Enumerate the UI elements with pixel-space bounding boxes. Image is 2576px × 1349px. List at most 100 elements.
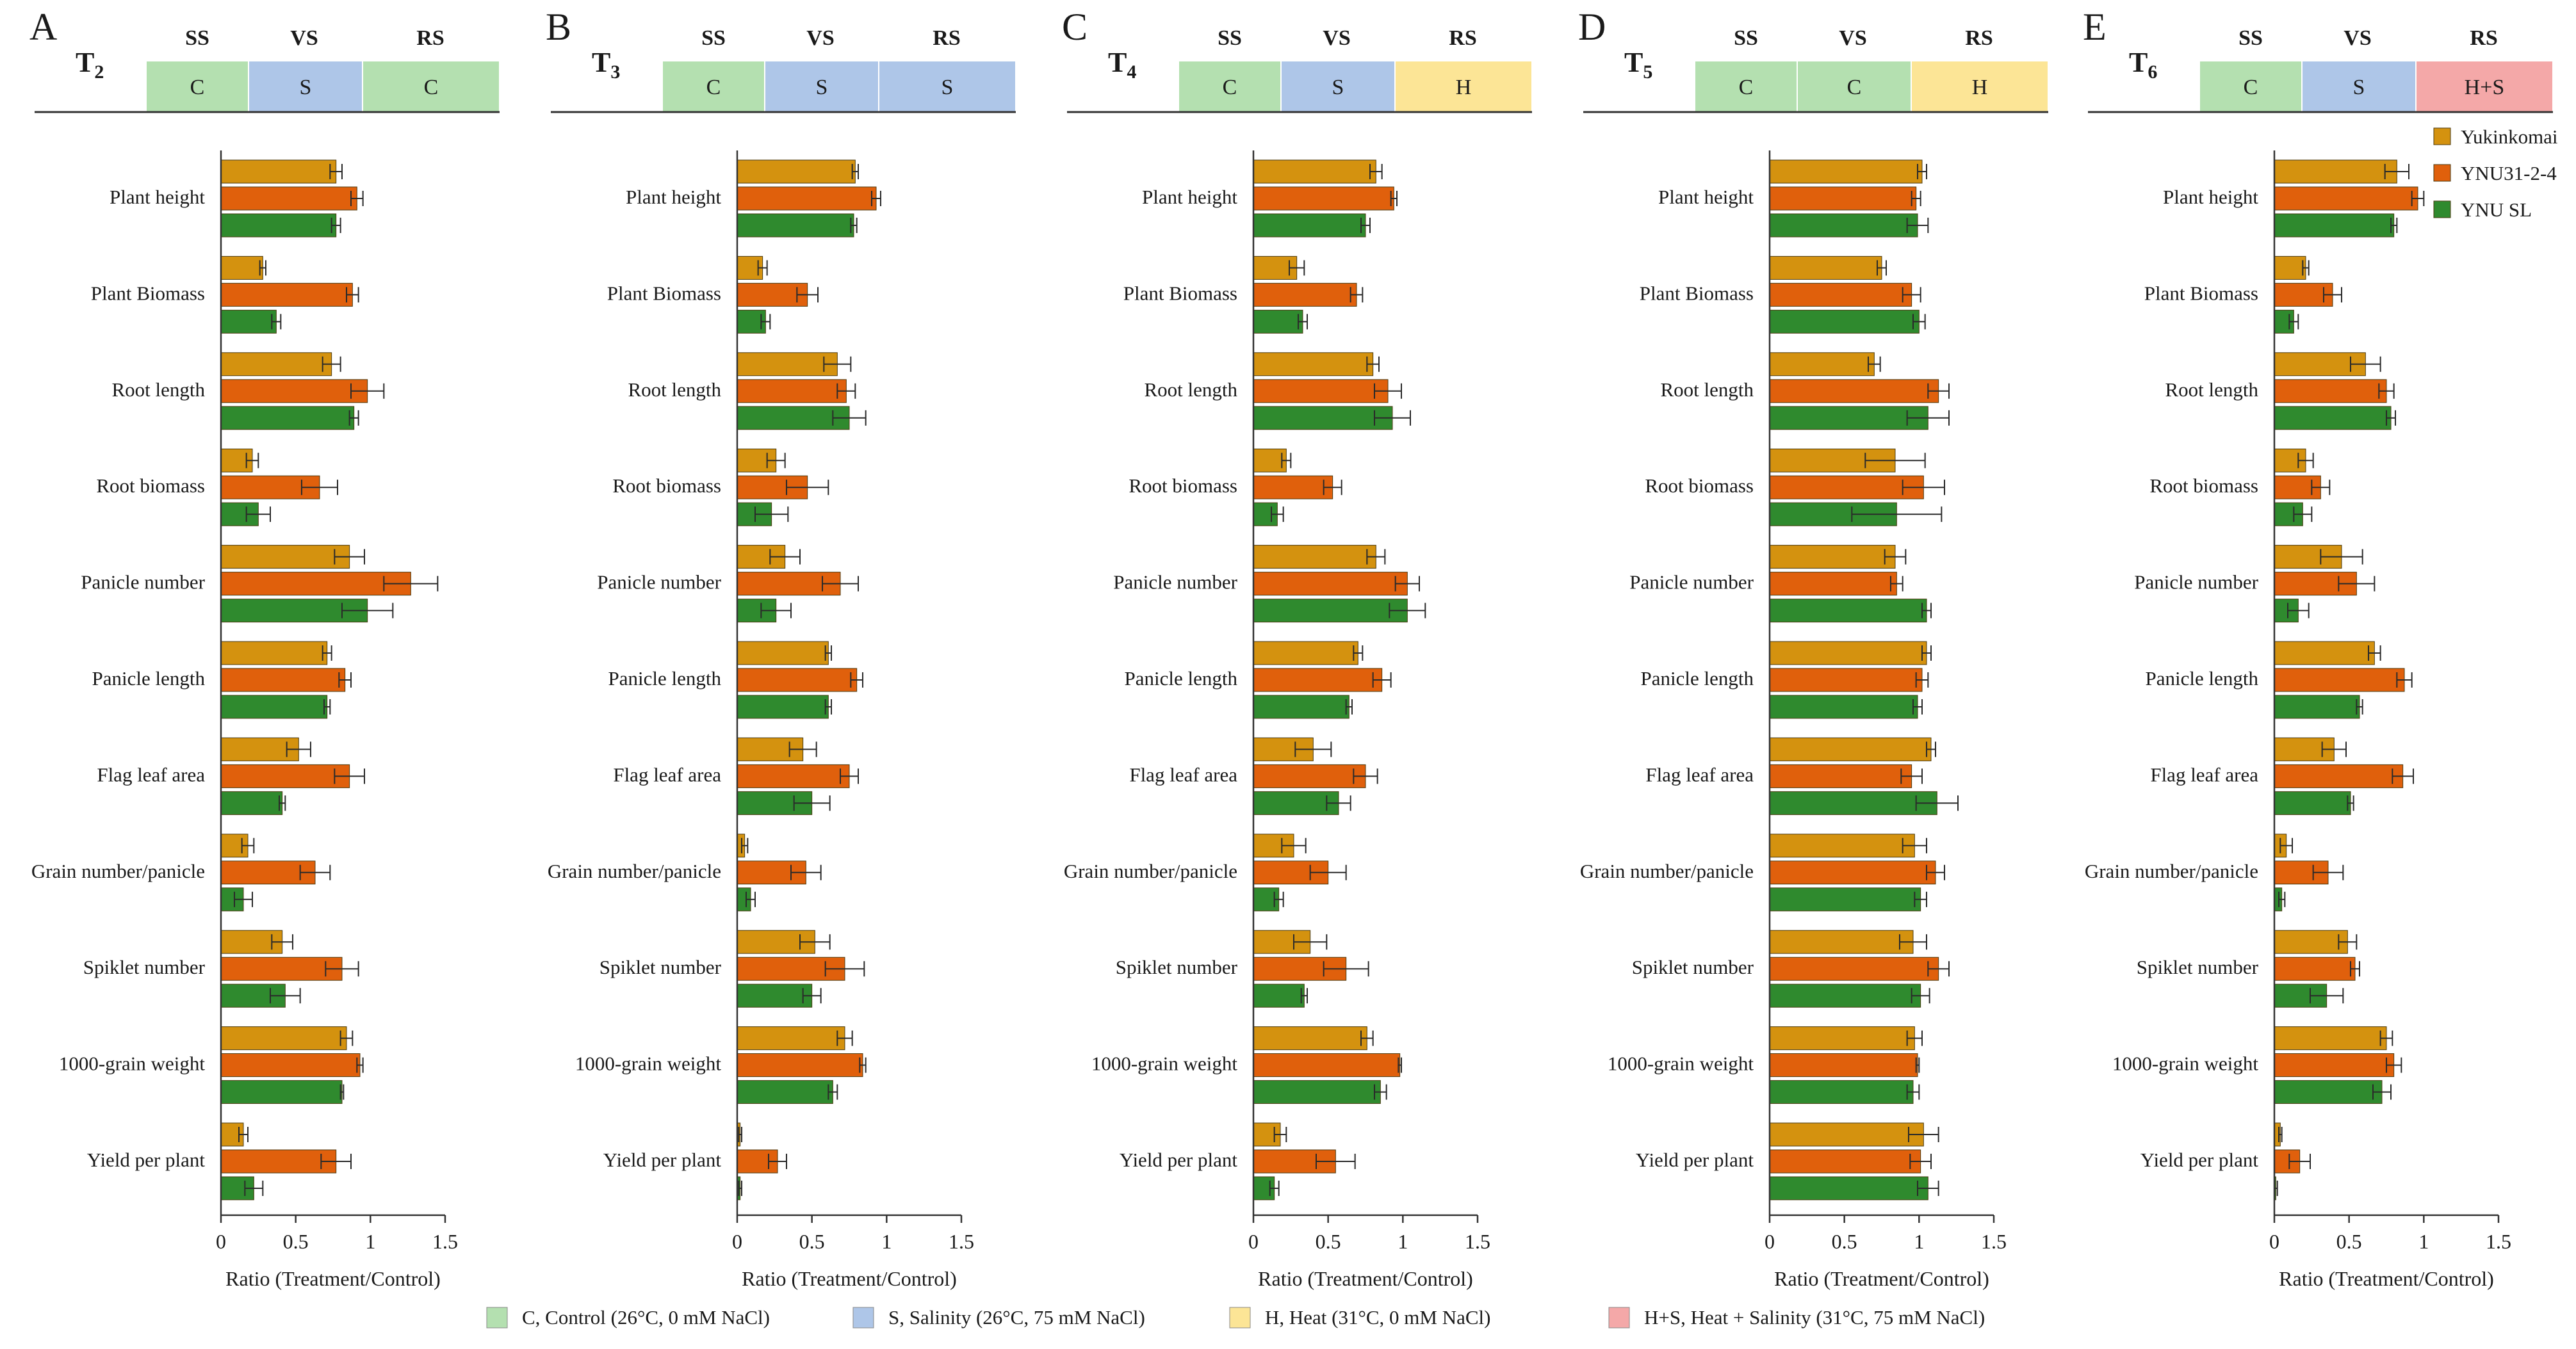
condition-label: H+S, Heat + Salinity (31°C, 75 mM NaCl) <box>1644 1306 1985 1329</box>
stage-header-rs: RS <box>2470 26 2497 50</box>
x-tick-label: 1 <box>1398 1230 1408 1253</box>
stage-header-vs: VS <box>2344 26 2371 50</box>
bar <box>1769 1122 1924 1147</box>
stage-box-label: C <box>424 76 439 99</box>
bar <box>1769 957 1939 981</box>
stage-box-2 <box>764 60 879 113</box>
category-label: Plant Biomass <box>607 282 721 304</box>
bar <box>2274 791 2351 815</box>
bar <box>220 213 337 238</box>
bar <box>1769 1080 1914 1104</box>
bar <box>1769 1176 1928 1200</box>
x-tick-label: 1 <box>881 1230 892 1253</box>
treatment-label: T2 <box>76 47 104 83</box>
bar <box>2274 159 2397 184</box>
stage-header-vs: VS <box>806 26 834 50</box>
bar <box>1253 545 1376 569</box>
bar <box>1253 641 1358 665</box>
bar <box>737 1026 845 1051</box>
bar <box>1769 255 1882 280</box>
stage-box-1 <box>2199 60 2303 113</box>
x-tick-label: 0 <box>732 1230 742 1253</box>
bar <box>1769 379 1939 403</box>
bar <box>1769 572 1897 596</box>
stage-header-ss: SS <box>701 26 726 50</box>
x-tick-label: 1.5 <box>949 1230 974 1253</box>
category-label: Yield per plant <box>603 1149 722 1171</box>
category-label: Panicle length <box>2146 667 2259 690</box>
category-label: Panicle number <box>2134 571 2258 594</box>
bar <box>2274 186 2418 211</box>
category-label: Root biomass <box>612 474 721 497</box>
bar <box>737 1053 863 1078</box>
bar <box>2274 379 2387 403</box>
x-tick-label: 1.5 <box>2486 1230 2511 1253</box>
category-label: Root biomass <box>1129 474 1237 497</box>
bar <box>220 186 357 211</box>
category-label: Panicle length <box>1125 667 1238 690</box>
category-label: Panicle number <box>1113 571 1237 594</box>
stage-header-vs: VS <box>1323 26 1350 50</box>
stage-box-3 <box>362 60 500 113</box>
bar <box>1253 448 1287 473</box>
category-label: Panicle length <box>608 667 722 690</box>
panel-letter: C <box>1062 6 1088 48</box>
bar <box>737 764 850 788</box>
bar <box>737 379 847 403</box>
bar <box>220 1026 347 1051</box>
condition-swatch <box>486 1307 508 1329</box>
x-axis-label: Ratio (Treatment/Control) <box>225 1267 441 1290</box>
bar <box>1769 213 1918 238</box>
bar <box>1769 1053 1918 1078</box>
stage-box-3 <box>1394 60 1533 113</box>
bar <box>220 791 283 815</box>
bar <box>737 1080 833 1104</box>
bar <box>737 641 829 665</box>
bar <box>2274 641 2375 665</box>
bar <box>737 213 854 238</box>
panel-letter: E <box>2083 6 2107 48</box>
stage-box-label: C <box>2244 76 2258 99</box>
bar <box>1769 737 1932 761</box>
stage-box-label: S <box>942 76 954 99</box>
stage-header-ss: SS <box>185 26 209 50</box>
category-label: Flag leaf area <box>1129 763 1237 786</box>
bar <box>1253 668 1383 692</box>
bar <box>1253 186 1394 211</box>
bar <box>220 764 350 788</box>
category-label: Grain number/panicle <box>1064 860 1237 882</box>
bar <box>1769 930 1914 954</box>
bar <box>1253 213 1366 238</box>
stage-box-label: S <box>2353 76 2365 99</box>
bar <box>1253 599 1408 623</box>
bar <box>220 379 368 403</box>
bar <box>1769 1149 1921 1174</box>
category-label: Panicle number <box>1629 571 1754 594</box>
category-label: Panicle length <box>92 667 206 690</box>
category-label: Yield per plant <box>1120 1149 1238 1171</box>
category-label: Plant Biomass <box>1123 282 1237 304</box>
panel-e: E T6 SS VS RS C S H+S Plant height Plant Biomass R… <box>2083 6 2554 1290</box>
x-tick-label: 0 <box>1248 1230 1259 1253</box>
bar <box>220 1053 361 1078</box>
panel-a: A T2 SS VS RS C S C Plant height Plant Biomass Roo… <box>29 6 500 1290</box>
stage-box-label: C <box>190 76 205 99</box>
bar <box>1253 282 1357 307</box>
bar <box>1253 352 1374 376</box>
bar <box>2274 930 2348 954</box>
bar <box>220 668 346 692</box>
stage-box-label: H <box>1456 76 1472 99</box>
bar <box>220 1080 343 1104</box>
x-tick-label: 1.5 <box>1981 1230 2007 1253</box>
bar <box>1769 545 1896 569</box>
x-tick-label: 0.5 <box>799 1230 825 1253</box>
category-label: Plant height <box>1142 186 1237 208</box>
bar <box>2274 957 2356 981</box>
legend-label: YNU31-2-4 <box>2461 162 2557 184</box>
x-tick-label: 0 <box>1765 1230 1775 1253</box>
category-label: Root length <box>1660 378 1754 401</box>
stage-box-3 <box>1911 60 2049 113</box>
bar <box>1769 764 1912 788</box>
category-label: Root length <box>1144 378 1237 401</box>
category-label: 1000-grain weight <box>59 1053 206 1075</box>
